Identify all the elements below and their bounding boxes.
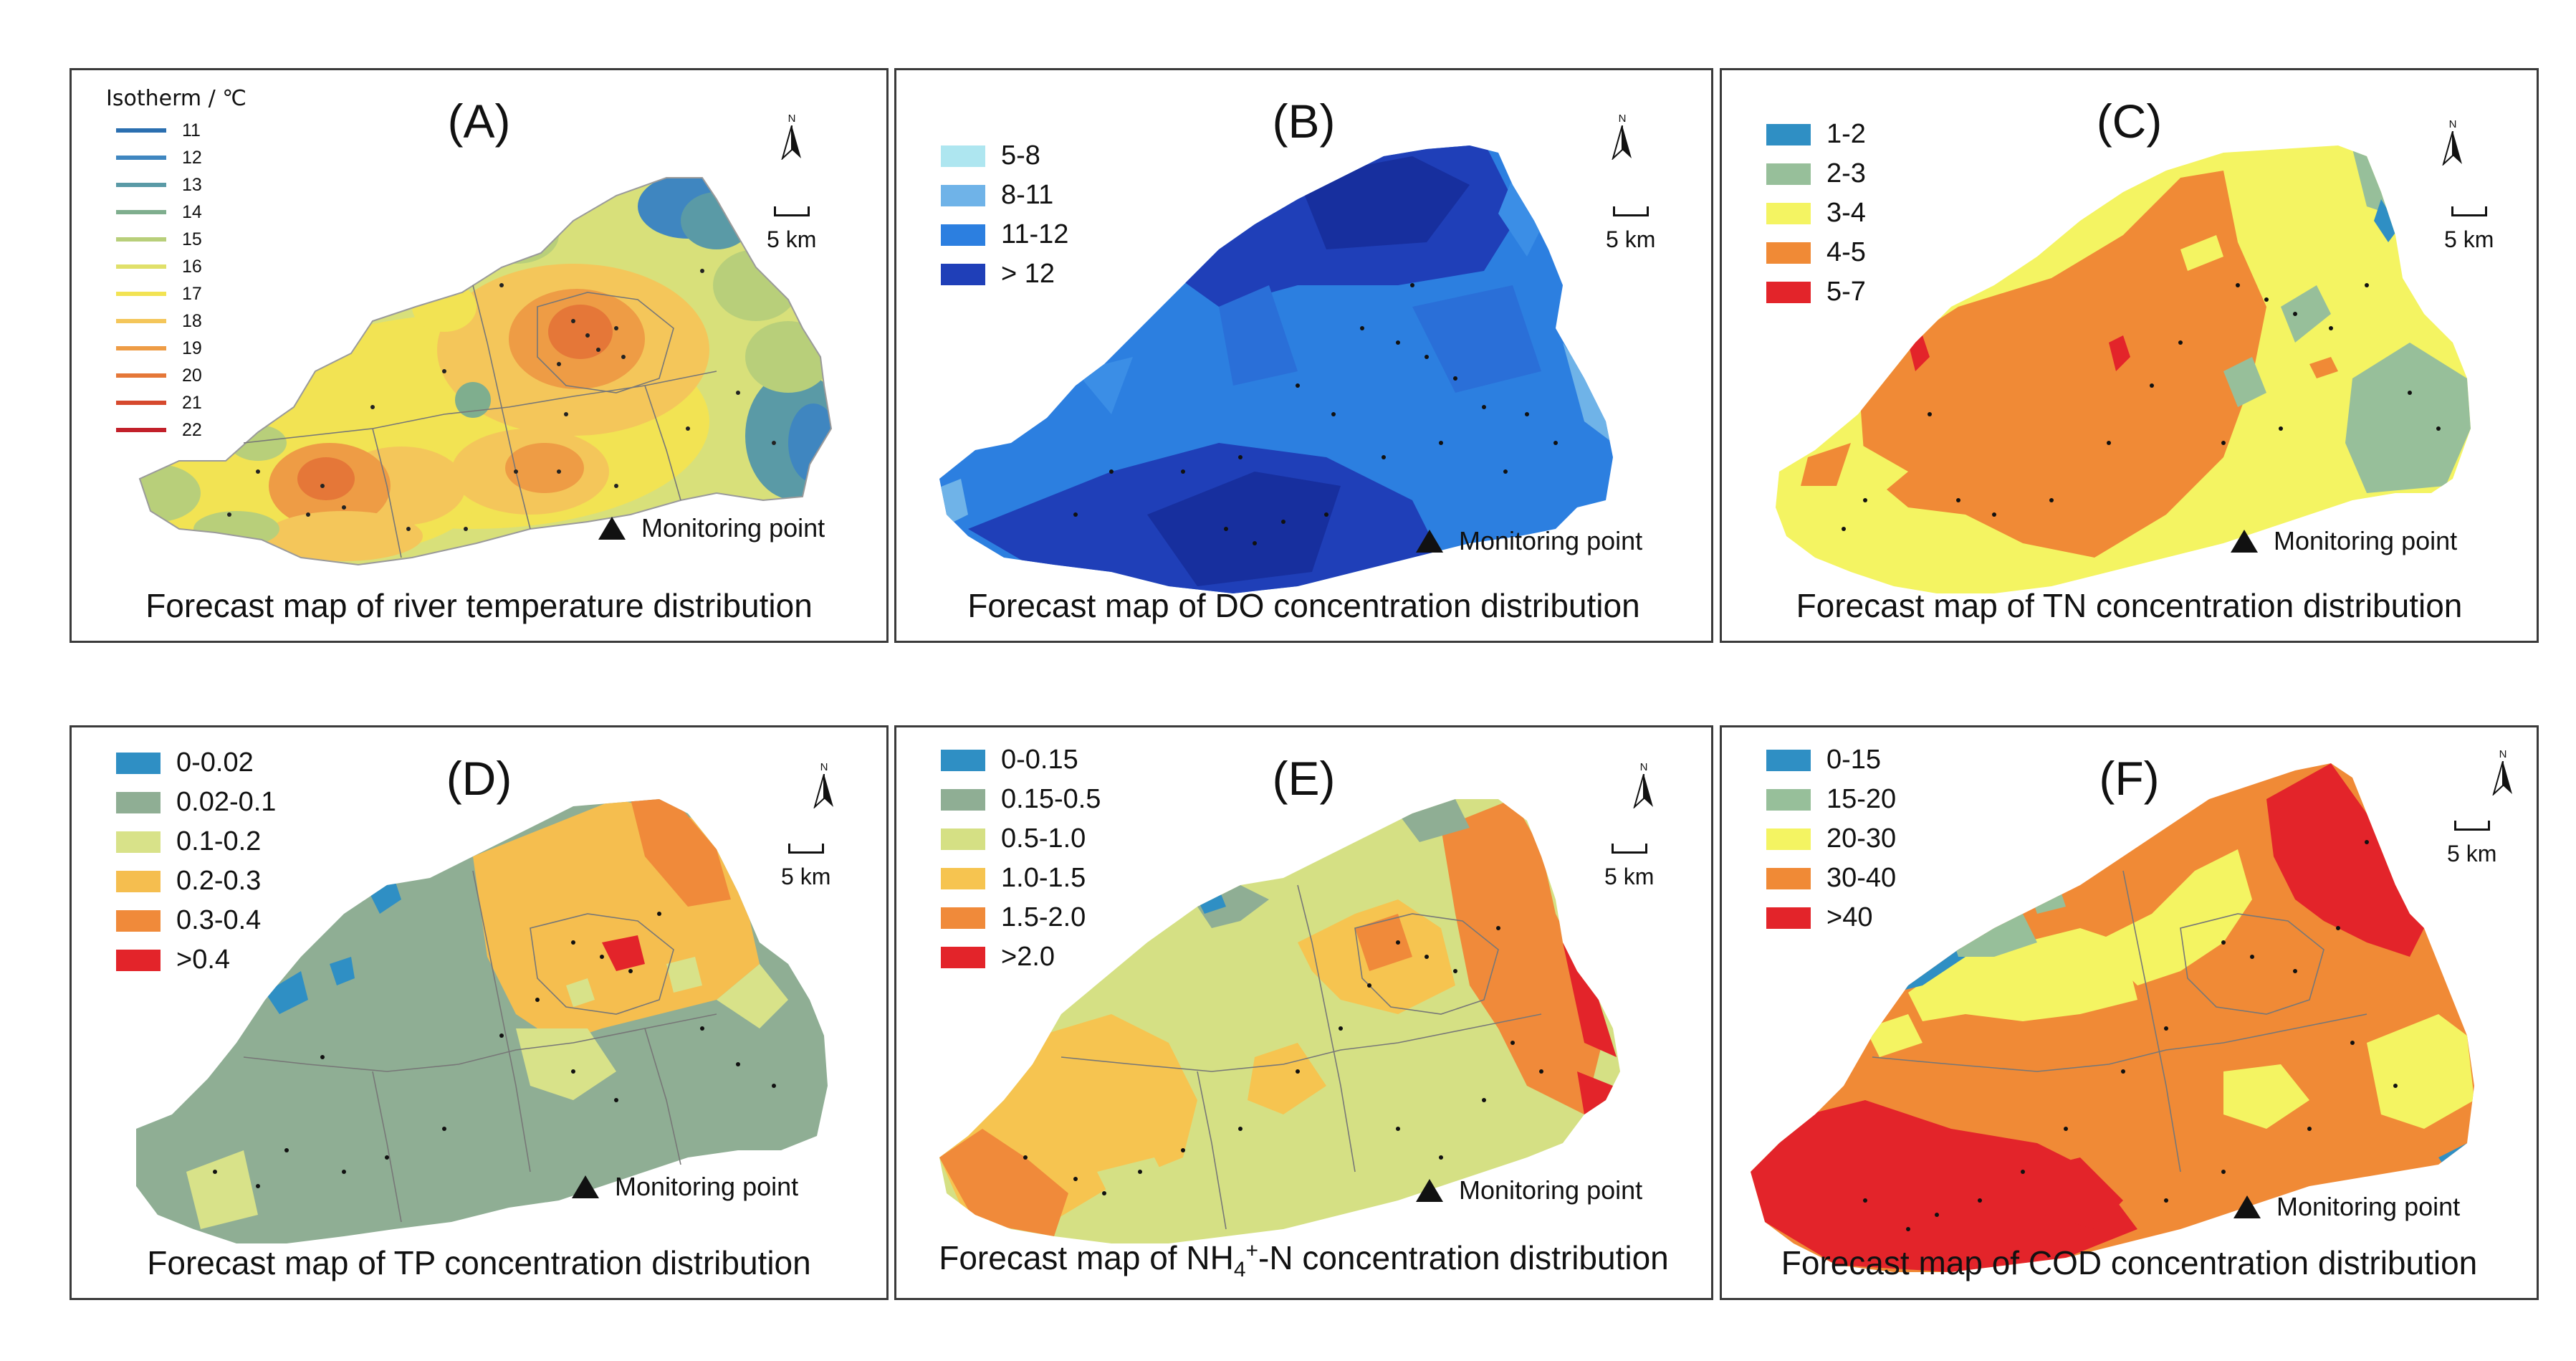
- panel-caption: Forecast map of TN concentration distrib…: [1796, 587, 2463, 624]
- triangle-marker-icon: [572, 1175, 599, 1198]
- legend-item: 18: [106, 307, 246, 335]
- monitoring-point-legend: Monitoring point: [572, 1172, 798, 1202]
- north-arrow-icon: N: [813, 762, 835, 812]
- legend-item: 2-3: [1756, 154, 1866, 194]
- panel-caption: Forecast map of TP concentration distrib…: [147, 1244, 811, 1281]
- legend-item: 11: [106, 117, 246, 144]
- north-arrow-icon: N: [2492, 749, 2514, 799]
- monitoring-points: [1073, 283, 1558, 545]
- scale-bar: 5 km: [781, 844, 830, 890]
- legend-item: 16: [106, 253, 246, 280]
- triangle-marker-icon: [598, 517, 626, 540]
- legend-item: 19: [106, 335, 246, 362]
- monitoring-point-legend: Monitoring point: [1416, 526, 1642, 556]
- panel-caption: Forecast map of COD concentration distri…: [1781, 1244, 2478, 1281]
- temperature-map: [138, 177, 833, 566]
- scale-bar: 5 km: [767, 206, 816, 253]
- legend-item: 15-20: [1756, 780, 1896, 819]
- legend-item: 0.2-0.3: [106, 861, 276, 901]
- legend-item: 21: [106, 389, 246, 416]
- tn-map: [1776, 145, 2471, 593]
- triangle-marker-icon: [2231, 530, 2258, 553]
- monitoring-point-legend: Monitoring point: [1416, 1175, 1642, 1205]
- legend-item: 0-0.15: [931, 740, 1101, 780]
- legend-item: 0.15-0.5: [931, 780, 1101, 819]
- legend-item: >0.4: [106, 940, 276, 980]
- legend-item: 0.1-0.2: [106, 822, 276, 861]
- nh4-legend: 0-0.15 0.15-0.5 0.5-1.0 1.0-1.5 1.5-2.0 …: [931, 740, 1101, 977]
- legend-item: 20: [106, 362, 246, 389]
- legend-item: 8-11: [931, 176, 1068, 215]
- legend-item: 20-30: [1756, 819, 1896, 859]
- monitoring-points: [1863, 840, 2398, 1231]
- north-arrow-icon: N: [2442, 119, 2464, 169]
- triangle-marker-icon: [1416, 1179, 1443, 1202]
- tp-map: [136, 799, 828, 1243]
- panel-e-nh4: (E) 0-0.15 0.15-0.5 0.5-1.0 1.0-1.5 1.5-…: [894, 725, 1713, 1300]
- district-boundaries: [243, 285, 717, 558]
- legend-item: 30-40: [1756, 859, 1896, 898]
- legend-item: 0.3-0.4: [106, 901, 276, 940]
- north-arrow-icon: N: [1633, 762, 1655, 812]
- legend-item: 12: [106, 144, 246, 171]
- monitoring-points: [1023, 926, 1543, 1195]
- north-arrow-icon: N: [1612, 113, 1633, 163]
- legend-item: 1.0-1.5: [931, 859, 1101, 898]
- scale-bar: 5 km: [1604, 844, 1654, 890]
- legend-item: 3-4: [1756, 194, 1866, 233]
- legend-item: 15: [106, 226, 246, 253]
- legend-item: 0.5-1.0: [931, 819, 1101, 859]
- legend-item: 14: [106, 199, 246, 226]
- monitoring-point-legend: Monitoring point: [598, 513, 825, 543]
- legend-item: 11-12: [931, 215, 1068, 254]
- cod-legend: 0-15 15-20 20-30 30-40 >40: [1756, 740, 1896, 937]
- district-boundaries: [243, 870, 717, 1223]
- legend-item: 13: [106, 171, 246, 199]
- nh4-map: [939, 799, 1620, 1243]
- north-arrow-icon: N: [781, 113, 803, 163]
- triangle-marker-icon: [1416, 530, 1443, 553]
- legend-item: 0-0.02: [106, 743, 276, 783]
- monitoring-points: [1842, 283, 2441, 531]
- legend-title: Isotherm / ℃: [106, 86, 246, 111]
- panel-caption: Forecast map of DO concentration distrib…: [967, 587, 1640, 624]
- panel-a-temperature: (A) Isotherm / ℃ 11 12 13 14 15 16 17 18…: [70, 68, 889, 643]
- legend-item: 5-8: [931, 136, 1068, 176]
- tp-legend: 0-0.02 0.02-0.1 0.1-0.2 0.2-0.3 0.3-0.4 …: [106, 743, 276, 980]
- district-boundaries: [1872, 870, 2367, 1173]
- legend-item: >2.0: [931, 937, 1101, 977]
- do-map: [939, 145, 1613, 593]
- panel-caption: Forecast map of river temperature distri…: [145, 587, 813, 624]
- legend-item: 0-15: [1756, 740, 1896, 780]
- monitoring-points: [227, 269, 776, 531]
- scale-bar: 5 km: [2444, 206, 2494, 253]
- district-boundaries: [1060, 884, 1542, 1230]
- isotherm-legend: Isotherm / ℃ 11 12 13 14 15 16 17 18 19 …: [106, 86, 246, 444]
- legend-item: > 12: [931, 254, 1068, 294]
- cod-map: [1751, 763, 2474, 1272]
- panel-d-tp: (D) 0-0.02 0.02-0.1 0.1-0.2 0.2-0.3 0.3-…: [70, 725, 889, 1300]
- monitoring-point-legend: Monitoring point: [2233, 1192, 2460, 1222]
- panel-c-tn: (C) 1-2 2-3 3-4 4-5 5-7 N 5 km Monitorin…: [1720, 68, 2539, 643]
- legend-item: 4-5: [1756, 233, 1866, 272]
- scale-bar: 5 km: [2447, 821, 2496, 867]
- legend-item: 1-2: [1756, 115, 1866, 154]
- panel-b-do: (B) 5-8 8-11 11-12 > 12 N 5 km Monitorin…: [894, 68, 1713, 643]
- legend-item: 5-7: [1756, 272, 1866, 312]
- tn-legend: 1-2 2-3 3-4 4-5 5-7: [1756, 115, 1866, 312]
- legend-item: 1.5-2.0: [931, 898, 1101, 937]
- scale-bar: 5 km: [1606, 206, 1655, 253]
- panel-f-cod: (F) 0-15 15-20 20-30 30-40 >40 N 5 km Mo…: [1720, 725, 2539, 1300]
- panel-caption: Forecast map of NH4+-N concentration dis…: [939, 1238, 1669, 1281]
- monitoring-points: [213, 912, 776, 1188]
- legend-item: 22: [106, 416, 246, 444]
- legend-item: 0.02-0.1: [106, 783, 276, 822]
- legend-item: >40: [1756, 898, 1896, 937]
- do-legend: 5-8 8-11 11-12 > 12: [931, 136, 1068, 294]
- triangle-marker-icon: [2233, 1195, 2261, 1218]
- legend-item: 17: [106, 280, 246, 307]
- monitoring-point-legend: Monitoring point: [2231, 526, 2457, 556]
